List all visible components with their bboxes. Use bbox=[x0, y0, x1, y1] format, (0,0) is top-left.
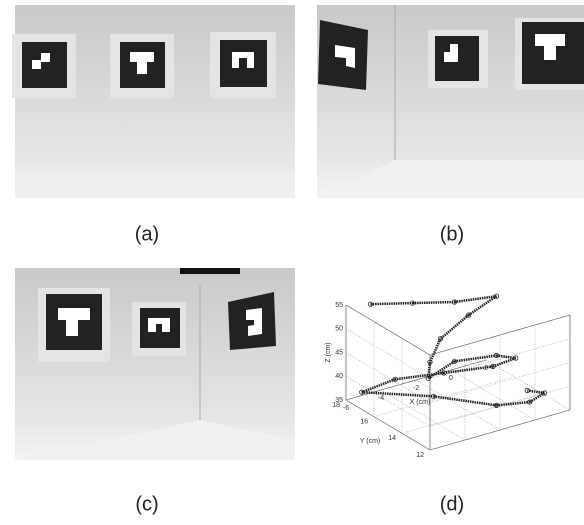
z-tick-label: 40 bbox=[335, 373, 343, 380]
grid-line bbox=[346, 329, 430, 379]
z-axis-label: Z (cm) bbox=[325, 342, 332, 362]
x-axis-label: X (cm) bbox=[410, 399, 431, 406]
trajectory-segment bbox=[362, 392, 434, 396]
z-tick-label: 50 bbox=[335, 326, 343, 333]
caption: (c) bbox=[135, 493, 158, 515]
x-tick-label: -4 bbox=[378, 395, 384, 402]
trajectory-segment bbox=[497, 402, 530, 405]
x-tick-label: 0 bbox=[449, 375, 453, 382]
z-tick-label: 45 bbox=[335, 349, 343, 356]
y-tick-label: 14 bbox=[388, 435, 396, 442]
figure: (a) (b) (c) (d) 354045505512141618-6-4-2… bbox=[0, 0, 584, 520]
trajectory-segment bbox=[371, 303, 413, 304]
photo-b bbox=[317, 5, 584, 198]
z-tick-label: 55 bbox=[335, 302, 343, 309]
trajectory-segment bbox=[530, 393, 545, 402]
x-tick-label: -6 bbox=[343, 405, 349, 412]
trajectory-segment bbox=[430, 339, 441, 362]
caption: (b) bbox=[440, 223, 464, 245]
trajectory-segment bbox=[413, 302, 455, 303]
trajectory-segment bbox=[497, 356, 516, 359]
y-tick-label: 18 bbox=[332, 402, 340, 409]
y-tick-label: 16 bbox=[360, 419, 368, 426]
photo-c bbox=[15, 268, 295, 460]
x-tick-label: -2 bbox=[413, 385, 419, 392]
grid-line bbox=[451, 370, 535, 420]
y-axis-label: Y (cm) bbox=[360, 438, 380, 445]
trajectory-segment bbox=[527, 391, 544, 394]
caption: (a) bbox=[135, 223, 159, 245]
trajectory-segment bbox=[441, 315, 469, 339]
y-tick-label: 12 bbox=[416, 452, 424, 459]
trajectory-segment bbox=[455, 356, 497, 362]
grid-line bbox=[381, 390, 465, 440]
trajectory-segment bbox=[362, 379, 395, 392]
photo-a bbox=[12, 5, 295, 198]
caption: (d) bbox=[440, 493, 464, 515]
trajectory-segment bbox=[395, 373, 444, 379]
trajectory-segment bbox=[493, 358, 516, 366]
